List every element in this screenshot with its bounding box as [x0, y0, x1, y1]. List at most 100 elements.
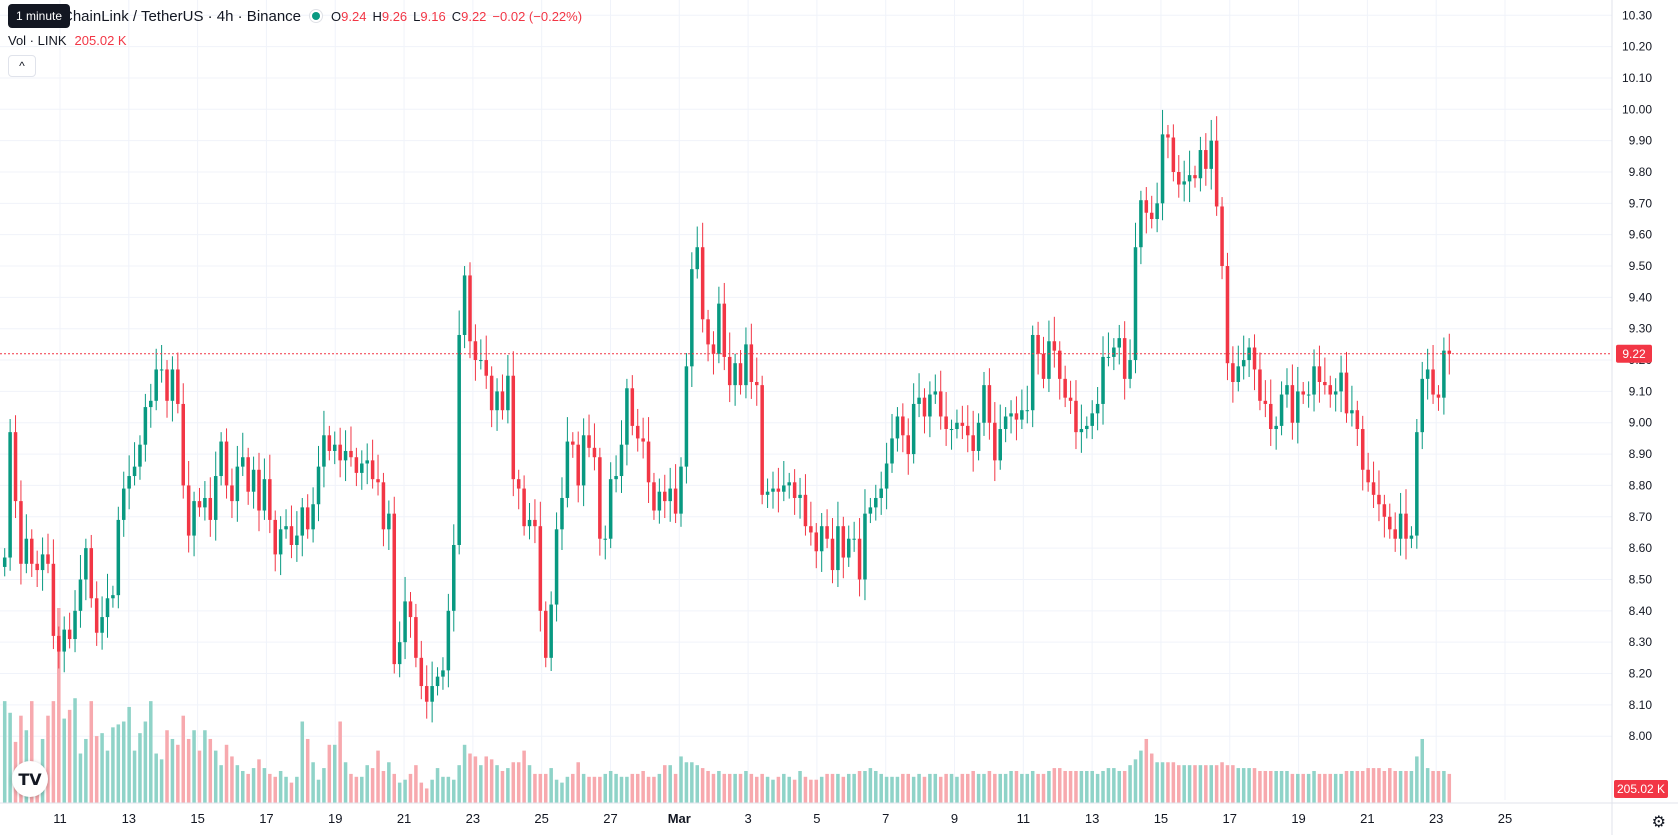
- candle-body[interactable]: [1398, 513, 1403, 539]
- tradingview-logo-icon[interactable]: TV: [12, 761, 48, 797]
- candle-body[interactable]: [132, 466, 137, 477]
- candle-body[interactable]: [495, 391, 499, 411]
- candle-body[interactable]: [8, 432, 12, 558]
- candle-body[interactable]: [186, 485, 191, 536]
- candle-body[interactable]: [452, 544, 456, 611]
- candle-body[interactable]: [1139, 200, 1143, 248]
- candle-body[interactable]: [928, 394, 932, 417]
- candle-body[interactable]: [1350, 410, 1354, 414]
- candle-body[interactable]: [381, 482, 386, 530]
- candle-body[interactable]: [825, 526, 829, 539]
- candle-body[interactable]: [435, 676, 440, 687]
- candle-body[interactable]: [1198, 150, 1203, 179]
- candle-body[interactable]: [571, 441, 575, 445]
- candle-body[interactable]: [516, 479, 521, 489]
- candle-body[interactable]: [598, 457, 602, 539]
- candle-body[interactable]: [360, 463, 364, 473]
- candle-body[interactable]: [1204, 150, 1208, 169]
- candle-body[interactable]: [1155, 203, 1159, 220]
- candle-body[interactable]: [1339, 372, 1343, 392]
- candle-body[interactable]: [944, 416, 948, 430]
- candle-body[interactable]: [527, 519, 532, 527]
- candle-body[interactable]: [700, 247, 705, 320]
- candle-body[interactable]: [284, 526, 288, 530]
- candle-body[interactable]: [792, 482, 797, 498]
- candle-body[interactable]: [587, 435, 591, 448]
- candle-body[interactable]: [1328, 385, 1333, 395]
- candle-body[interactable]: [733, 363, 737, 386]
- candle-body[interactable]: [387, 513, 391, 530]
- symbol-title[interactable]: ChainLink / TetherUS · 4h · Binance: [62, 7, 302, 25]
- candle-body[interactable]: [1074, 400, 1078, 433]
- candle-body[interactable]: [798, 494, 802, 498]
- candle-body[interactable]: [1009, 413, 1013, 417]
- candle-body[interactable]: [311, 504, 315, 530]
- candle-body[interactable]: [354, 457, 359, 473]
- candle-body[interactable]: [479, 360, 483, 362]
- candle-body[interactable]: [338, 444, 342, 461]
- candle-body[interactable]: [111, 595, 115, 599]
- candle-body[interactable]: [89, 548, 94, 599]
- candlestick-series[interactable]: [2, 109, 1452, 723]
- candle-body[interactable]: [295, 535, 299, 545]
- candle-body[interactable]: [468, 275, 472, 342]
- candle-body[interactable]: [522, 488, 526, 527]
- candle-body[interactable]: [397, 642, 402, 665]
- candle-body[interactable]: [603, 538, 608, 540]
- candle-body[interactable]: [1236, 366, 1241, 382]
- candle-body[interactable]: [933, 391, 938, 395]
- candle-body[interactable]: [679, 466, 683, 514]
- candle-body[interactable]: [1090, 413, 1094, 426]
- candle-body[interactable]: [300, 507, 305, 536]
- candle-body[interactable]: [208, 497, 213, 520]
- candle-body[interactable]: [879, 488, 883, 498]
- candle-body[interactable]: [1122, 338, 1127, 379]
- candle-body[interactable]: [257, 469, 261, 511]
- candle-body[interactable]: [1101, 356, 1105, 404]
- candle-body[interactable]: [1409, 535, 1414, 539]
- candle-body[interactable]: [462, 275, 467, 335]
- candle-body[interactable]: [246, 457, 250, 492]
- candle-body[interactable]: [1079, 429, 1084, 433]
- symbol-legend[interactable]: ChainLink / TetherUS · 4h · Binance O9.2…: [8, 5, 582, 27]
- candle-body[interactable]: [641, 438, 645, 442]
- candle-body[interactable]: [138, 444, 142, 467]
- candle-body[interactable]: [78, 579, 83, 611]
- candle-body[interactable]: [1117, 338, 1122, 348]
- candle-body[interactable]: [1290, 385, 1295, 423]
- candle-body[interactable]: [473, 341, 478, 361]
- candle-body[interactable]: [619, 444, 624, 477]
- candle-body[interactable]: [489, 375, 494, 411]
- candle-body[interactable]: [203, 497, 207, 508]
- candle-body[interactable]: [652, 482, 656, 511]
- candle-body[interactable]: [874, 497, 878, 508]
- candle-body[interactable]: [241, 457, 245, 467]
- candle-body[interactable]: [1344, 372, 1349, 414]
- candle-body[interactable]: [1128, 360, 1132, 379]
- candle-body[interactable]: [1366, 469, 1370, 483]
- candle-body[interactable]: [966, 425, 970, 436]
- candle-body[interactable]: [1393, 529, 1397, 539]
- candle-body[interactable]: [1404, 513, 1408, 539]
- candle-body[interactable]: [230, 485, 234, 502]
- candle-body[interactable]: [1296, 391, 1300, 423]
- candle-body[interactable]: [1133, 247, 1138, 361]
- candle-body[interactable]: [906, 435, 911, 455]
- candle-body[interactable]: [1220, 206, 1224, 267]
- candle-body[interactable]: [938, 391, 943, 417]
- candle-body[interactable]: [24, 538, 29, 564]
- candle-body[interactable]: [446, 610, 451, 671]
- candle-body[interactable]: [1355, 410, 1360, 430]
- candle-body[interactable]: [533, 519, 537, 527]
- candle-body[interactable]: [760, 385, 764, 495]
- candle-body[interactable]: [1149, 212, 1154, 220]
- candle-body[interactable]: [922, 397, 927, 417]
- candle-body[interactable]: [1144, 200, 1149, 213]
- candle-body[interactable]: [29, 538, 34, 564]
- candle-body[interactable]: [554, 529, 559, 605]
- candle-body[interactable]: [1171, 137, 1176, 172]
- candle-body[interactable]: [1360, 429, 1365, 470]
- candle-body[interactable]: [2, 557, 7, 567]
- candle-body[interactable]: [1225, 266, 1230, 364]
- candle-body[interactable]: [1312, 366, 1316, 395]
